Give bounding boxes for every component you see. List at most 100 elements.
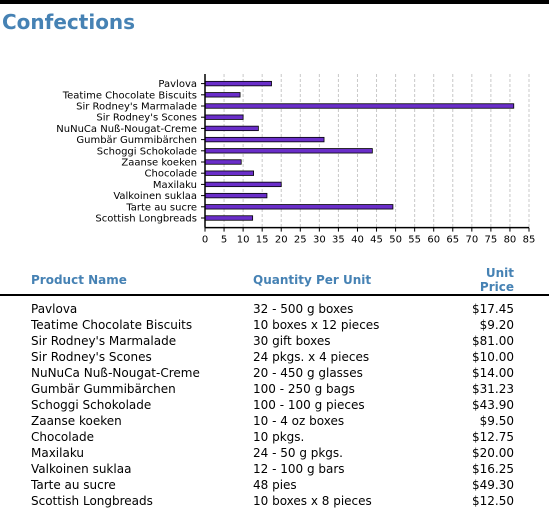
cell-unit-price: $9.50 — [479, 414, 514, 428]
cell-quantity-per-unit: 30 gift boxes — [253, 334, 331, 348]
table-row: Teatime Chocolate Biscuits 10 boxes x 12 … — [0, 317, 549, 333]
cell-product-name: NuNuCa Nuß-Nougat-Creme — [31, 366, 200, 380]
cell-product-name: Chocolade — [31, 430, 94, 444]
cell-quantity-per-unit: 100 - 100 g pieces — [253, 398, 365, 412]
category-label: Pavlova — [158, 79, 197, 90]
x-tick-label: 65 — [446, 235, 459, 246]
category-label: Maxilaku — [153, 180, 197, 191]
table-row: Schoggi Schokolade 100 - 100 g pieces $43.… — [0, 397, 549, 413]
x-tick-label: 30 — [313, 235, 326, 246]
x-tick-label: 55 — [408, 235, 421, 246]
cell-product-name: Sir Rodney's Marmalade — [31, 334, 177, 348]
bar — [204, 148, 373, 154]
x-tick-label: 45 — [370, 235, 383, 246]
x-tick-label: 35 — [332, 235, 345, 246]
x-tick-label: 75 — [485, 235, 498, 246]
cell-product-name: Valkoinen suklaa — [31, 462, 132, 476]
column-header-quantity-per-unit[interactable]: Quantity Per Unit — [253, 273, 372, 287]
bar — [204, 215, 254, 221]
x-tick-label: 85 — [523, 235, 536, 246]
cell-unit-price: $81.00 — [472, 334, 514, 348]
table-row: Scottish Longbreads 10 boxes x 8 pieces $1… — [0, 493, 549, 509]
table-header-row: Product Name Quantity Per Unit Unit Pric… — [0, 266, 549, 295]
table-row: Tarte au sucre 48 pies $49.30 — [0, 477, 549, 493]
cell-quantity-per-unit: 48 pies — [253, 478, 297, 492]
cell-unit-price: $9.20 — [479, 318, 514, 332]
category-label: Zaanse koeken — [121, 158, 197, 169]
cell-product-name: Scottish Longbreads — [31, 494, 153, 508]
cell-unit-price: $12.75 — [472, 430, 514, 444]
x-tick-label: 80 — [504, 235, 517, 246]
table-row: Sir Rodney's Scones 24 pkgs. x 4 pieces $1… — [0, 349, 549, 365]
cell-quantity-per-unit: 10 boxes x 12 pieces — [253, 318, 380, 332]
x-tick-label: 0 — [202, 235, 208, 246]
cell-unit-price: $12.50 — [472, 494, 514, 508]
cell-unit-price: $49.30 — [472, 478, 514, 492]
table-row: Gumbär Gummibärchen 100 - 250 g bags $31.2… — [0, 381, 549, 397]
cell-product-name: Tarte au sucre — [31, 478, 116, 492]
cell-product-name: Schoggi Schokolade — [31, 398, 152, 412]
x-tick-label: 10 — [237, 235, 250, 246]
column-header-product-name[interactable]: Product Name — [31, 273, 127, 287]
cell-quantity-per-unit: 12 - 100 g bars — [253, 462, 345, 476]
column-header-unit-price[interactable]: Unit Price — [479, 266, 514, 294]
products-table: Product Name Quantity Per Unit Unit Pric… — [0, 266, 549, 509]
top-rule — [0, 0, 549, 4]
category-label: Teatime Chocolate Biscuits — [62, 90, 197, 101]
table-row: NuNuCa Nuß-Nougat-Creme 20 - 450 g glasse… — [0, 365, 549, 381]
cell-quantity-per-unit: 10 boxes x 8 pieces — [253, 494, 372, 508]
category-label: Valkoinen suklaa — [113, 191, 197, 202]
x-tick-label: 40 — [351, 235, 364, 246]
category-label: Scottish Longbreads — [95, 214, 197, 225]
bar — [204, 103, 515, 109]
x-tick-label: 25 — [294, 235, 307, 246]
category-label: Sir Rodney's Marmalade — [76, 102, 197, 113]
table-row: Maxilaku 24 - 50 g pkgs. $20.00 — [0, 445, 549, 461]
cell-quantity-per-unit: 24 - 50 g pkgs. — [253, 446, 343, 460]
cell-unit-price: $20.00 — [472, 446, 514, 460]
cell-product-name: Pavlova — [31, 302, 78, 316]
x-tick-label: 5 — [221, 235, 227, 246]
cell-product-name: Zaanse koeken — [31, 414, 122, 428]
cell-product-name: Maxilaku — [31, 446, 85, 460]
cell-quantity-per-unit: 100 - 250 g bags — [253, 382, 355, 396]
cell-product-name: Gumbär Gummibärchen — [31, 382, 176, 396]
category-label: NuNuCa Nuß-Nougat-Creme — [56, 124, 197, 135]
table-row: Chocolade 10 pkgs. $12.75 — [0, 429, 549, 445]
bar — [204, 181, 282, 188]
table-row: Zaanse koeken 10 - 4 oz boxes $9.50 — [0, 413, 549, 429]
category-label: Chocolade — [145, 169, 197, 180]
x-tick-label: 15 — [256, 235, 269, 246]
bar — [204, 159, 242, 165]
x-tick-label: 60 — [427, 235, 440, 246]
cell-quantity-per-unit: 20 - 450 g glasses — [253, 366, 363, 380]
x-tick-label: 70 — [465, 235, 478, 246]
bar — [204, 114, 244, 120]
cell-unit-price: $31.23 — [472, 382, 514, 396]
bar — [204, 125, 259, 132]
bar — [204, 170, 254, 176]
cell-quantity-per-unit: 24 pkgs. x 4 pieces — [253, 350, 370, 364]
bar — [204, 192, 268, 199]
bar — [204, 92, 241, 98]
cell-product-name: Sir Rodney's Scones — [31, 350, 152, 364]
x-tick-label: 20 — [275, 235, 288, 246]
x-tick-label: 50 — [389, 235, 402, 246]
category-label: Sir Rodney's Scones — [96, 113, 197, 124]
cell-quantity-per-unit: 10 - 4 oz boxes — [253, 414, 345, 428]
cell-unit-price: $16.25 — [472, 462, 514, 476]
bar — [204, 136, 325, 143]
cell-product-name: Teatime Chocolate Biscuits — [31, 318, 193, 332]
cell-unit-price: $17.45 — [472, 302, 514, 316]
cell-quantity-per-unit: 32 - 500 g boxes — [253, 302, 354, 316]
cell-unit-price: $10.00 — [472, 350, 514, 364]
category-label: Tarte au sucre — [125, 202, 197, 213]
bar — [204, 204, 394, 210]
bar — [204, 80, 272, 87]
page-title: Confections — [2, 10, 136, 34]
cell-unit-price: $43.90 — [472, 398, 514, 412]
category-label: Schoggi Schokolade — [97, 146, 197, 157]
cell-quantity-per-unit: 10 pkgs. — [253, 430, 305, 444]
table-row: Pavlova 32 - 500 g boxes $17.45 — [0, 301, 549, 317]
